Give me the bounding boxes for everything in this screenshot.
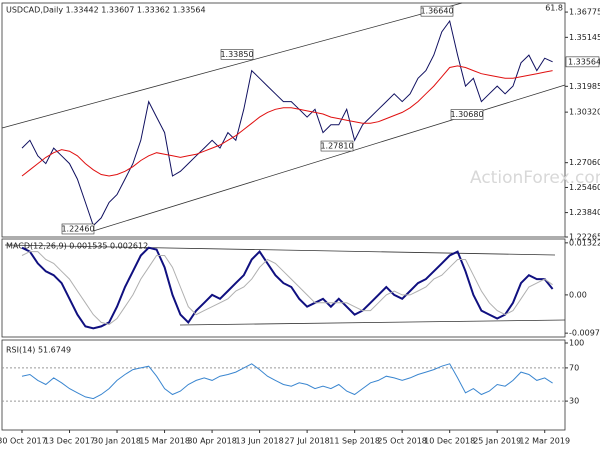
y-tick-label: 0.013224 <box>569 238 600 247</box>
y-tick-label: 0.00 <box>569 290 587 299</box>
annotation-label: 1.30680 <box>450 110 483 119</box>
channel-line <box>4 244 556 256</box>
series-line <box>21 246 554 330</box>
macd-panel <box>1 238 566 338</box>
x-tick-label: 25 Jan 2019 <box>473 437 521 446</box>
y-tick-label: 100 <box>569 339 584 348</box>
x-tick-label: 13 Jun 2018 <box>236 437 284 446</box>
last-price-label: 1.33564 <box>568 57 600 66</box>
y-tick-label: 70 <box>569 363 579 372</box>
annotation-label: 1.36640 <box>420 7 453 16</box>
channel-line <box>179 319 566 326</box>
y-tick-label: 1.31985 <box>569 82 600 91</box>
series-line <box>21 251 553 325</box>
y-tick-label: 1.23840 <box>569 208 600 217</box>
x-tick-label: 15 Mar 2018 <box>139 437 190 446</box>
annotation-label: 1.27810 <box>320 142 353 151</box>
annotation-box <box>420 5 454 17</box>
price-panel <box>1 2 566 238</box>
y-tick-label: 1.27060 <box>569 158 600 167</box>
last-price-box <box>565 56 600 68</box>
y-tick-label: 1.30320 <box>569 108 600 117</box>
x-tick-label: 30 Apr 2018 <box>187 437 236 446</box>
annotation-box <box>320 140 354 152</box>
y-tick-label: -0.009721 <box>569 329 600 338</box>
x-tick-label: 30 Jan 2018 <box>93 437 141 446</box>
x-tick-label: 12 Mar 2019 <box>519 437 570 446</box>
x-tick-label: 11 Sep 2018 <box>329 437 380 446</box>
fib-label: 61.8 <box>545 4 563 13</box>
y-tick-label: 1.35145 <box>569 33 600 42</box>
series-line <box>21 19 553 227</box>
annotation-box <box>220 49 254 60</box>
panel-title: USDCAD,Daily 1.33442 1.33607 1.33362 1.3… <box>6 6 206 15</box>
annotation-box <box>61 223 95 235</box>
y-tick-label: 1.36775 <box>569 8 600 17</box>
x-tick-label: 10 Dec 2018 <box>424 437 475 446</box>
x-tick-label: 27 Jul 2018 <box>284 437 329 446</box>
y-tick-label: 1.22265 <box>569 233 600 242</box>
channel-line <box>89 84 566 233</box>
x-tick-label: 25 Oct 2018 <box>377 437 426 446</box>
watermark: ActionForex.com <box>470 168 600 188</box>
annotation-label: 1.22460 <box>61 224 94 233</box>
panel-title: MACD(12,26,9) 0.001535 0.002612 <box>6 242 148 251</box>
x-tick-label: 13 Dec 2017 <box>44 437 95 446</box>
series-line <box>21 363 553 400</box>
y-tick-label: 1.25460 <box>569 183 600 192</box>
panel-title: RSI(14) 51.6749 <box>6 346 71 355</box>
channel-line <box>1 2 463 129</box>
rsi-panel <box>1 339 566 431</box>
y-tick-label: 30 <box>569 397 579 406</box>
series-line <box>21 65 553 177</box>
annotation-label: 1.33850 <box>220 50 253 59</box>
x-tick-label: 30 Oct 2017 <box>0 437 47 446</box>
annotation-box <box>450 109 484 120</box>
